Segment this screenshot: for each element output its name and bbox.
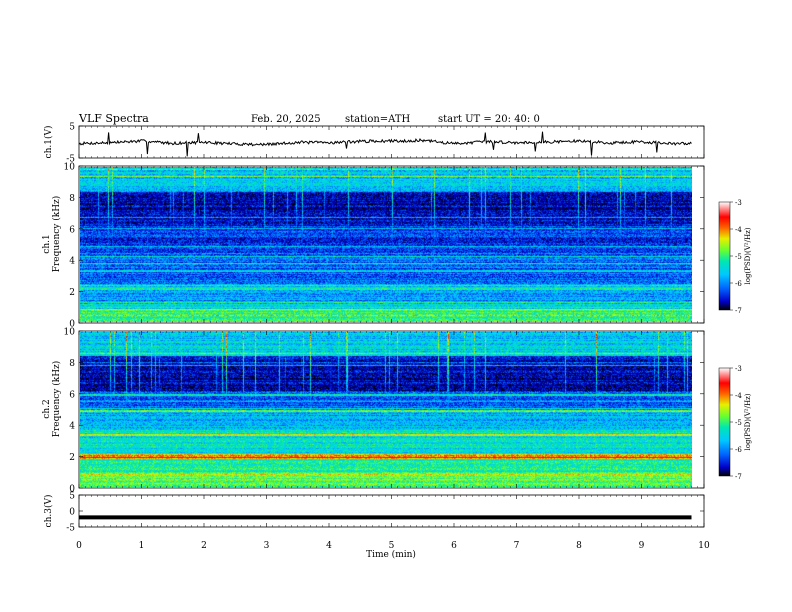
- ch3-waveform-frame: [78, 494, 705, 528]
- x-tick-label: 2: [201, 541, 207, 551]
- ch2-spectrogram: [80, 332, 692, 487]
- colorbar-tick-label: -5: [735, 419, 742, 427]
- colorbar-tick-label: -5: [735, 253, 742, 261]
- x-tick-label: 10: [698, 541, 710, 551]
- ch1-spec-ylabel-freq: Frequency (kHz): [51, 196, 62, 273]
- colorbar-tick-label: -4: [735, 392, 742, 400]
- ch3-ylabel: ch.3(V): [43, 495, 54, 528]
- y-tick-label: 0: [69, 485, 75, 495]
- ch1-colorbar-label: log(PSD)(V²/Hz): [744, 227, 752, 284]
- colorbar-tick-label: -3: [735, 365, 742, 373]
- x-tick-label: 4: [326, 541, 332, 551]
- y-tick-label: 10: [64, 163, 76, 173]
- station-label: station=ATH: [345, 114, 411, 125]
- ch1-spectrogram: [80, 167, 692, 322]
- y-tick-label: 5: [69, 123, 75, 133]
- ch2-spec-ylabel-channel: ch.2: [42, 399, 52, 418]
- colorbar-tick-label: -6: [735, 446, 742, 454]
- y-tick-label: 2: [69, 288, 75, 298]
- y-tick-label: 4: [69, 422, 75, 432]
- ch2-colorbar-label: log(PSD)(V²/Hz): [744, 393, 752, 450]
- y-tick-label: 8: [69, 194, 75, 204]
- x-tick-label: 6: [451, 541, 457, 551]
- y-tick-label: 2: [69, 453, 75, 463]
- ch1-waveform-line: [78, 131, 692, 157]
- y-tick-label: 5: [69, 492, 75, 502]
- date-label: Feb. 20, 2025: [251, 114, 321, 125]
- x-axis-label: Time (min): [366, 549, 416, 560]
- y-tick-label: 0: [69, 320, 75, 330]
- x-tick-label: 1: [139, 541, 145, 551]
- colorbar-tick-label: -7: [735, 307, 742, 315]
- chart-title: VLF Spectra: [79, 112, 149, 125]
- y-tick-label: 0: [69, 508, 75, 518]
- y-tick-label: 10: [64, 328, 76, 338]
- x-tick-label: 9: [639, 541, 645, 551]
- ch1-colorbar: [718, 201, 731, 311]
- y-tick-label: 4: [69, 257, 75, 267]
- start-time-label: start UT = 20: 40: 0: [438, 114, 540, 125]
- y-tick-label: -5: [66, 155, 75, 165]
- colorbar-tick-label: -3: [735, 199, 742, 207]
- colorbar-tick-label: -7: [735, 473, 742, 481]
- x-tick-label: 7: [514, 541, 520, 551]
- y-tick-label: 8: [69, 359, 75, 369]
- y-tick-label: -5: [66, 524, 75, 534]
- ch2-colorbar: [718, 367, 731, 477]
- ch2-spec-ylabel-freq: Frequency (kHz): [51, 361, 62, 438]
- y-tick-label: 6: [69, 225, 75, 235]
- ch1-waveform-frame: [78, 125, 705, 159]
- x-tick-label: 0: [76, 541, 82, 551]
- ch1-spec-ylabel-channel: ch.1: [42, 234, 52, 253]
- y-tick-label: 6: [69, 390, 75, 400]
- x-tick-label: 5: [389, 541, 395, 551]
- x-tick-label: 3: [264, 541, 270, 551]
- colorbar-tick-label: -6: [735, 280, 742, 288]
- ch1-ylabel: ch.1(V): [43, 126, 54, 159]
- x-tick-label: 8: [576, 541, 582, 551]
- colorbar-tick-label: -4: [735, 226, 742, 234]
